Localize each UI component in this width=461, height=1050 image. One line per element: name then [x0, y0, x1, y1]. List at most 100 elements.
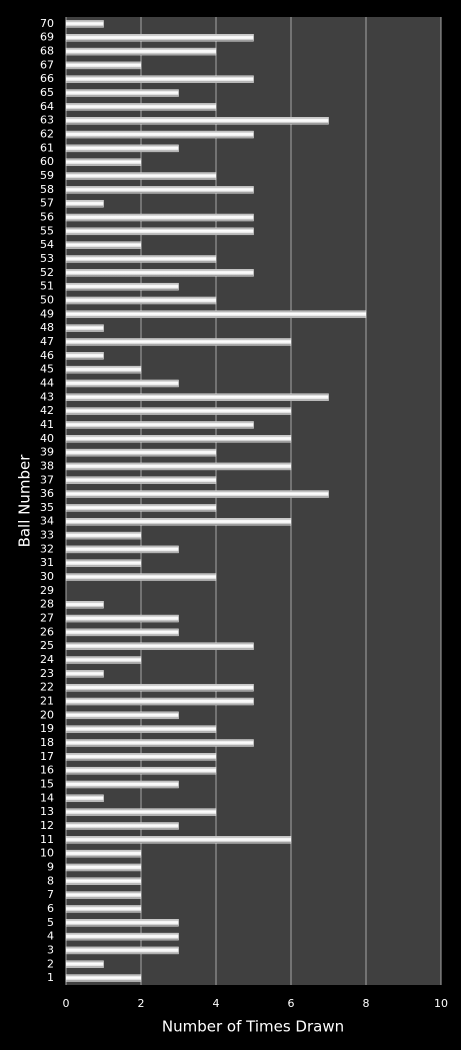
bar — [65, 794, 104, 803]
y-tick-label: 55 — [40, 224, 54, 237]
bar — [65, 960, 104, 968]
y-tick-label: 43 — [40, 390, 54, 403]
y-tick-label: 70 — [40, 17, 54, 30]
bar — [65, 614, 179, 623]
bar — [65, 642, 254, 650]
y-tick-label: 51 — [40, 280, 54, 293]
bar — [65, 89, 179, 97]
bar — [65, 628, 179, 637]
y-tick-label: 67 — [40, 58, 54, 71]
bar — [65, 822, 179, 830]
bar — [65, 545, 179, 554]
bar — [65, 186, 254, 194]
y-tick-label: 49 — [40, 307, 54, 320]
y-tick-label: 6 — [47, 902, 54, 915]
y-tick-label: 48 — [40, 321, 54, 334]
y-tick-label: 60 — [40, 155, 54, 168]
y-tick-label: 58 — [40, 183, 54, 196]
y-tick-label: 11 — [40, 833, 54, 846]
bar — [65, 130, 254, 139]
bar — [65, 531, 142, 540]
y-tick-label: 30 — [40, 570, 54, 583]
y-axis-title: Ball Number — [16, 454, 34, 548]
y-tick-label: 28 — [40, 598, 54, 611]
y-tick-label: 13 — [40, 805, 54, 818]
y-tick-label: 33 — [40, 529, 54, 542]
bar — [65, 504, 217, 512]
y-tick-label: 23 — [40, 667, 54, 680]
bar — [65, 573, 217, 581]
bar — [65, 448, 217, 457]
y-tick-label: 38 — [40, 459, 54, 472]
y-tick-label: 56 — [40, 211, 54, 224]
bar — [65, 891, 142, 899]
bar — [65, 407, 292, 415]
y-tick-label: 10 — [40, 847, 54, 860]
bar — [65, 75, 254, 83]
y-tick-label: 18 — [40, 736, 54, 749]
bar — [65, 227, 254, 236]
bar — [65, 462, 292, 471]
bar — [65, 863, 142, 872]
y-tick-label: 36 — [40, 487, 54, 500]
y-tick-label: 2 — [47, 957, 54, 970]
y-tick-label: 35 — [40, 501, 54, 514]
y-tick-label: 50 — [40, 293, 54, 306]
bar — [65, 725, 217, 733]
bar — [65, 905, 142, 913]
y-tick-label: 41 — [40, 418, 54, 431]
y-tick-label: 52 — [40, 266, 54, 279]
bar — [65, 421, 254, 429]
bar — [65, 656, 142, 664]
y-tick-label: 25 — [40, 639, 54, 652]
bar — [65, 393, 329, 401]
bar — [65, 379, 179, 388]
bar — [65, 946, 179, 955]
bar — [65, 780, 179, 789]
y-tick-label: 45 — [40, 363, 54, 376]
x-tick-label: 8 — [363, 997, 370, 1010]
bar — [65, 213, 254, 222]
y-tick-label: 21 — [40, 695, 54, 708]
y-tick-label: 8 — [47, 874, 54, 887]
bar — [65, 601, 104, 609]
y-tick-label: 40 — [40, 432, 54, 445]
y-tick-label: 69 — [40, 31, 54, 44]
y-tick-label: 16 — [40, 764, 54, 777]
y-tick-label: 7 — [47, 888, 54, 901]
bar — [65, 103, 217, 111]
y-tick-label: 17 — [40, 750, 54, 763]
y-tick-label: 53 — [40, 252, 54, 265]
y-tick-label: 62 — [40, 128, 54, 141]
y-tick-label: 22 — [40, 681, 54, 694]
bar — [65, 241, 142, 249]
bar — [65, 919, 179, 927]
bar — [65, 365, 142, 374]
bar — [65, 158, 142, 166]
y-tick-label: 34 — [40, 515, 54, 528]
bar — [65, 974, 142, 982]
y-tick-label: 4 — [47, 930, 54, 943]
y-tick-label: 57 — [40, 197, 54, 210]
y-tick-label: 66 — [40, 72, 54, 85]
y-tick-label: 64 — [40, 100, 54, 113]
y-tick-label: 59 — [40, 169, 54, 182]
bar — [65, 199, 104, 208]
bar — [65, 836, 292, 844]
bar — [65, 518, 292, 526]
y-tick-label: 63 — [40, 114, 54, 127]
y-tick-label: 24 — [40, 653, 54, 666]
y-tick-label: 5 — [47, 916, 54, 929]
bar — [65, 932, 179, 941]
y-tick-label: 12 — [40, 819, 54, 832]
y-tick-label: 68 — [40, 45, 54, 58]
x-tick-label: 10 — [434, 997, 448, 1010]
y-tick-label: 37 — [40, 473, 54, 486]
y-tick-label: 61 — [40, 141, 54, 154]
bar — [65, 849, 142, 858]
bar — [65, 766, 217, 775]
bar — [65, 559, 142, 567]
x-axis-title: Number of Times Drawn — [162, 1018, 344, 1036]
bar — [65, 47, 217, 56]
